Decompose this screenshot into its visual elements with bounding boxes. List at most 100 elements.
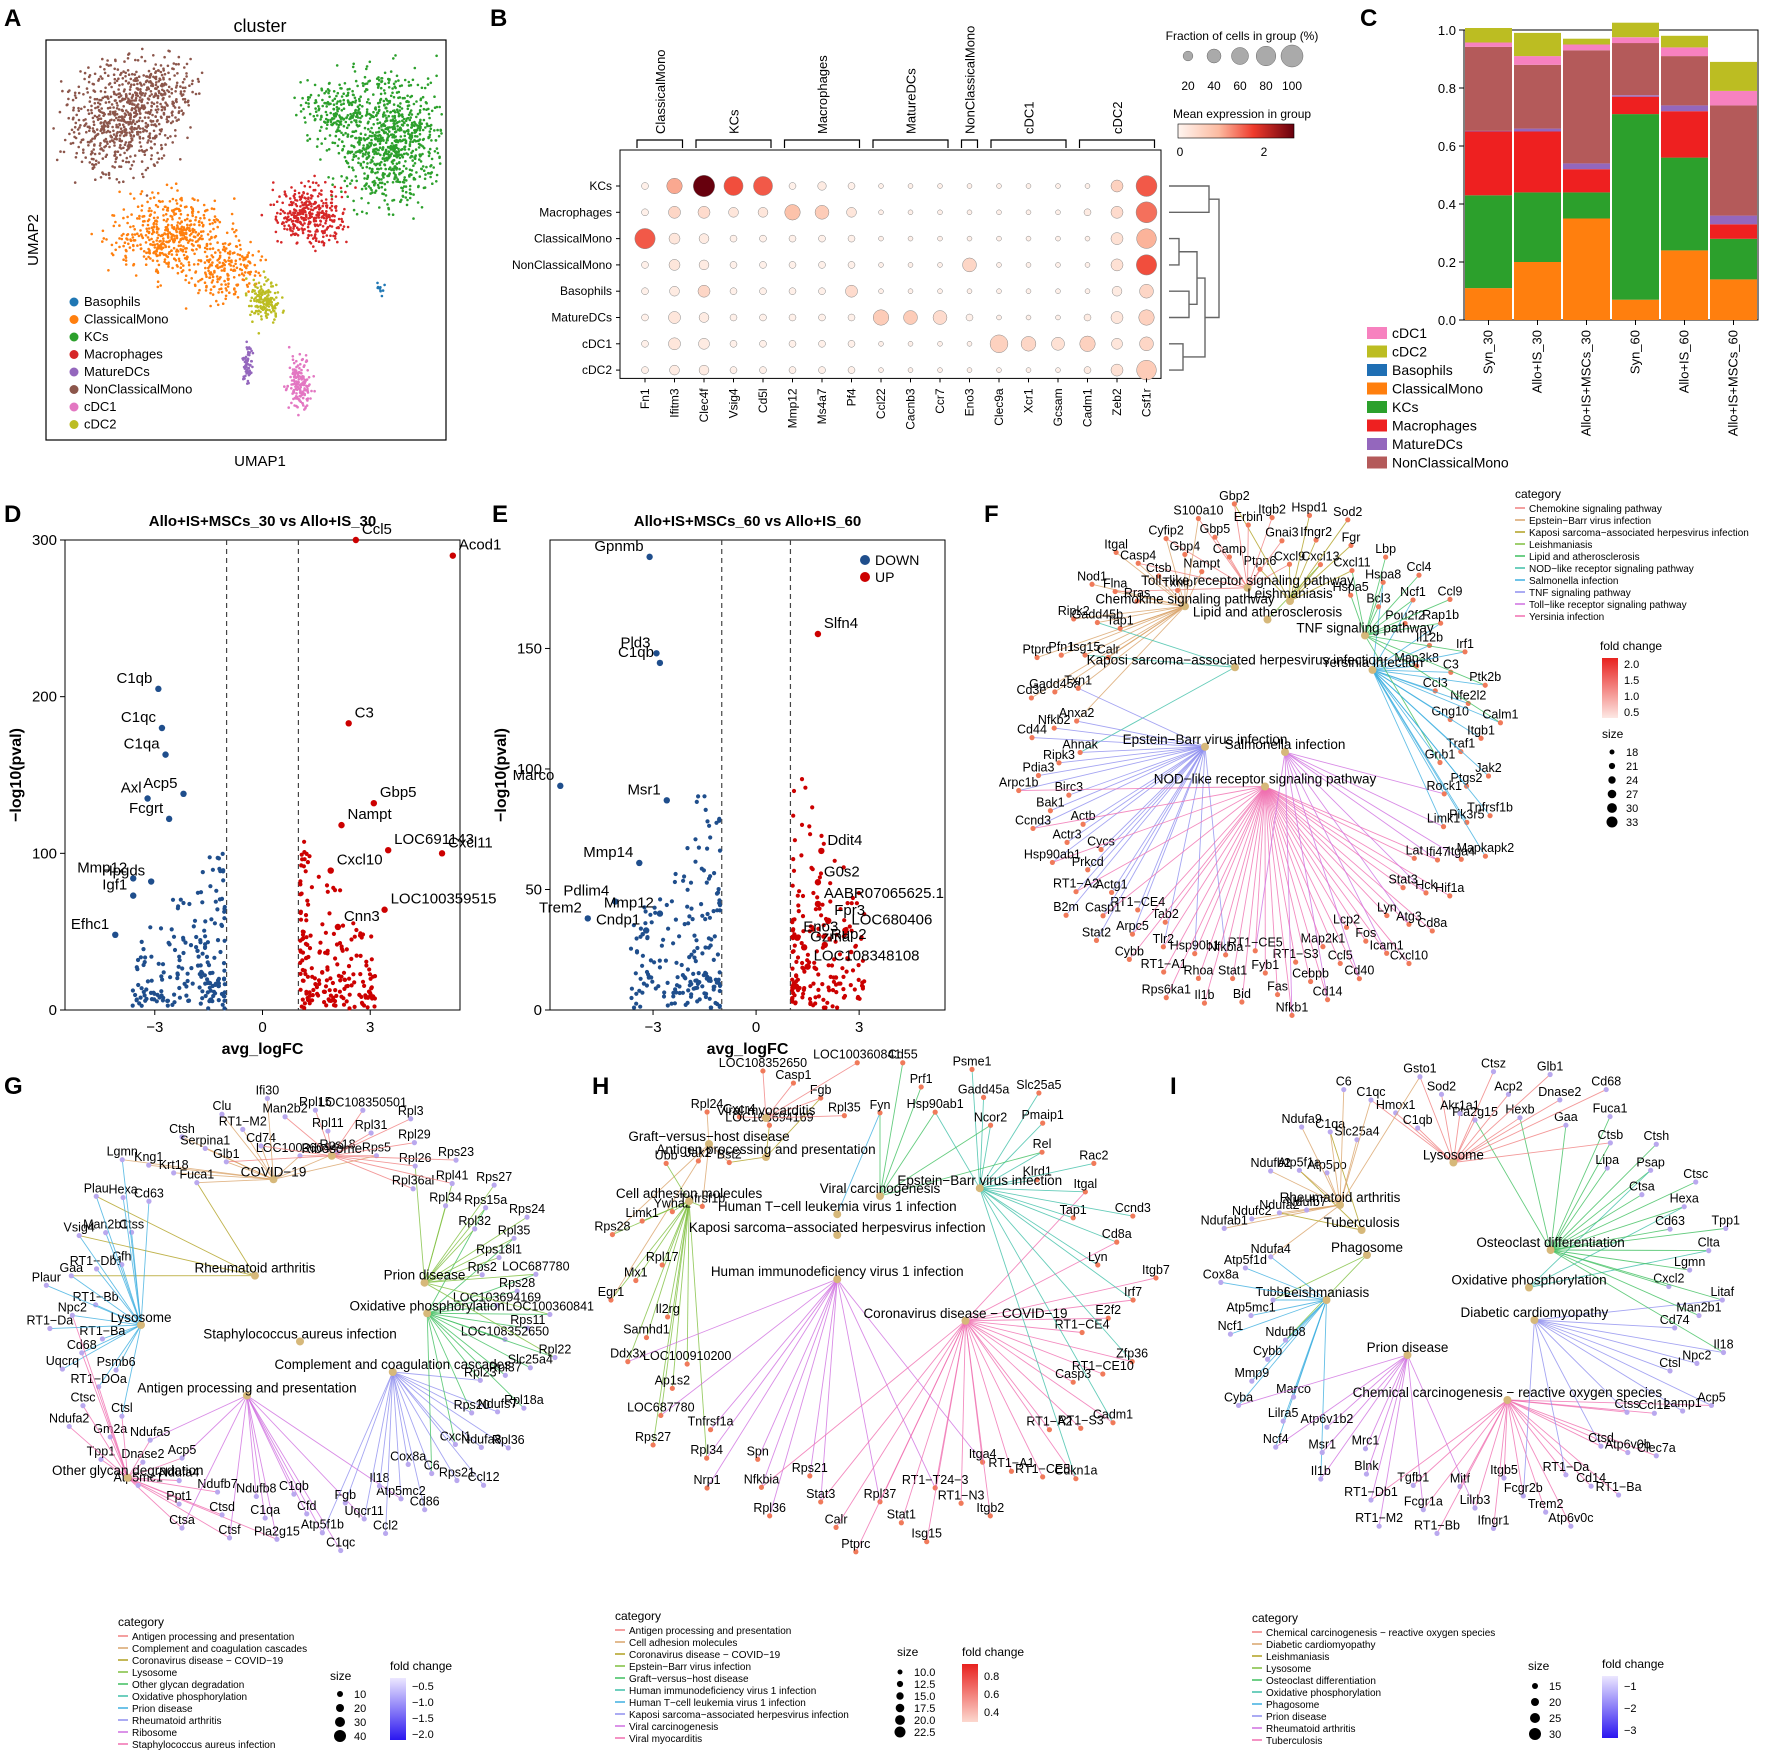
umap-point: [359, 95, 363, 98]
volcano-point: [202, 928, 207, 933]
network-gene-label: Limk1: [1427, 812, 1460, 826]
volcano-point: [846, 957, 851, 962]
umap-point: [217, 248, 220, 252]
network-edge: [1284, 751, 1329, 1000]
network-edge: [1259, 568, 1291, 602]
umap-point: [269, 203, 273, 207]
network-gene-node: [1262, 970, 1268, 976]
umap-point: [433, 95, 436, 98]
volcano-point: [198, 890, 204, 895]
umap-point: [285, 220, 288, 224]
umap-point: [120, 237, 124, 241]
volcano-point: [299, 852, 304, 857]
volcano-point: [213, 981, 218, 986]
network-gene-node: [1094, 619, 1100, 626]
dotplot-dot: [729, 313, 738, 322]
umap-point: [308, 220, 311, 223]
network-gene-label: Cxcl11: [1333, 556, 1370, 570]
umap-point: [115, 93, 118, 97]
umap-point: [345, 94, 349, 98]
network-gene-node: [1073, 889, 1079, 895]
volcano-point: [708, 943, 713, 948]
umap-point: [330, 214, 334, 218]
network-edge: [1115, 591, 1186, 607]
volcano-point: [165, 998, 171, 1003]
umap-xlabel: UMAP1: [234, 453, 286, 470]
umap-point: [302, 365, 306, 369]
umap-point: [71, 98, 75, 102]
umap-point: [138, 214, 141, 218]
dotplot-dot: [937, 183, 943, 189]
umap-point: [336, 110, 339, 113]
umap-point: [158, 132, 162, 136]
umap-point: [397, 161, 401, 165]
volcano-point: [686, 921, 691, 926]
volcano-point: [335, 962, 340, 967]
volcano-point: [219, 896, 225, 902]
umap-point: [408, 111, 412, 114]
umap-point: [161, 97, 165, 101]
umap-point: [411, 78, 415, 82]
volcano-point: [717, 1003, 722, 1008]
umap-point: [201, 225, 205, 228]
umap-point: [156, 108, 160, 111]
umap-point: [363, 90, 367, 93]
umap-point: [147, 116, 150, 119]
umap-point: [259, 258, 263, 262]
umap-point: [179, 238, 182, 242]
volcano-point: [693, 837, 698, 842]
umap-point: [175, 202, 179, 205]
network-edge: [1232, 786, 1266, 979]
volcano-point: [170, 1002, 175, 1008]
volcano-point: [304, 989, 309, 994]
dotplot-dot: [878, 262, 884, 268]
volcano-xlabel: avg_logFC: [222, 1041, 304, 1058]
umap-point: [222, 245, 226, 249]
umap-point: [167, 261, 170, 265]
umap-point: [130, 107, 134, 110]
volcano-point: [336, 973, 341, 978]
dotplot-dot: [759, 313, 767, 322]
volcano-point: [838, 907, 843, 912]
umap-point: [391, 115, 395, 118]
umap-point: [276, 291, 280, 294]
umap-point: [430, 157, 434, 161]
volcano-point: [697, 997, 702, 1002]
umap-point: [239, 263, 243, 266]
umap-point: [370, 126, 373, 130]
volcano-point: [669, 899, 675, 904]
umap-point: [233, 292, 237, 296]
volcano-labeled-point: [180, 790, 187, 797]
volcano-point: [194, 934, 199, 940]
umap-point: [111, 125, 114, 129]
umap-point: [156, 161, 159, 164]
umap-point: [124, 120, 127, 124]
umap-point: [190, 82, 194, 86]
umap-point: [71, 141, 75, 145]
umap-point: [343, 82, 347, 85]
umap-point: [409, 140, 412, 144]
network-gene-label: Il1b: [1194, 988, 1214, 1002]
umap-point: [391, 181, 395, 184]
dotplot-dot: [1025, 314, 1032, 321]
umap-point: [306, 389, 310, 393]
volcano-labeled-point: [155, 685, 162, 693]
umap-point: [378, 146, 382, 149]
umap-point: [129, 77, 133, 81]
dotplot-dot: [698, 312, 710, 323]
volcano-gene-label: C1qa: [124, 736, 161, 753]
umap-point: [404, 196, 408, 199]
umap-point: [377, 84, 380, 88]
umap-point: [250, 304, 253, 308]
volcano-point: [298, 917, 304, 922]
umap-point: [430, 109, 434, 113]
umap-point: [326, 88, 330, 91]
umap-point: [339, 223, 342, 227]
umap-point: [420, 206, 424, 209]
volcano-point: [175, 976, 180, 981]
panel-label-c: C: [1360, 5, 1377, 32]
umap-point: [387, 206, 390, 210]
umap-point: [118, 134, 122, 137]
umap-point: [344, 190, 347, 194]
volcano-point: [183, 940, 188, 945]
